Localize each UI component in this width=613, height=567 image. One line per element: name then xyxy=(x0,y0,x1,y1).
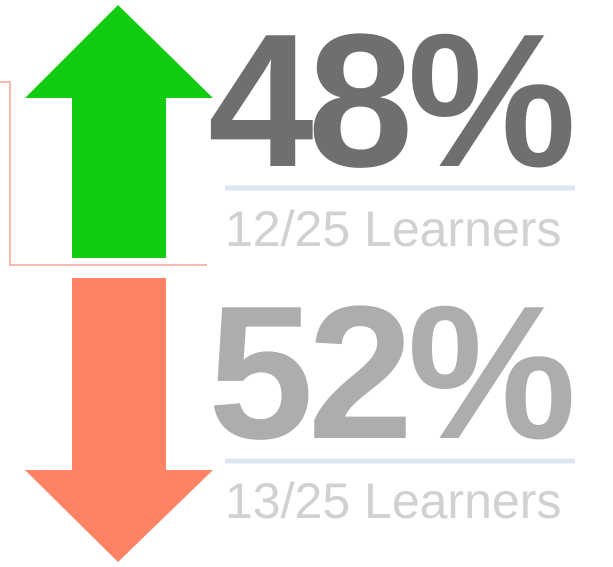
up-arrow xyxy=(25,5,213,258)
down-arrow xyxy=(25,278,213,562)
percent: 48% xyxy=(208,0,571,207)
percent: 52% xyxy=(208,267,571,479)
bracket xyxy=(0,81,207,266)
detail: 12/25 Learners xyxy=(225,201,561,257)
detail: 13/25 Learners xyxy=(225,473,561,529)
